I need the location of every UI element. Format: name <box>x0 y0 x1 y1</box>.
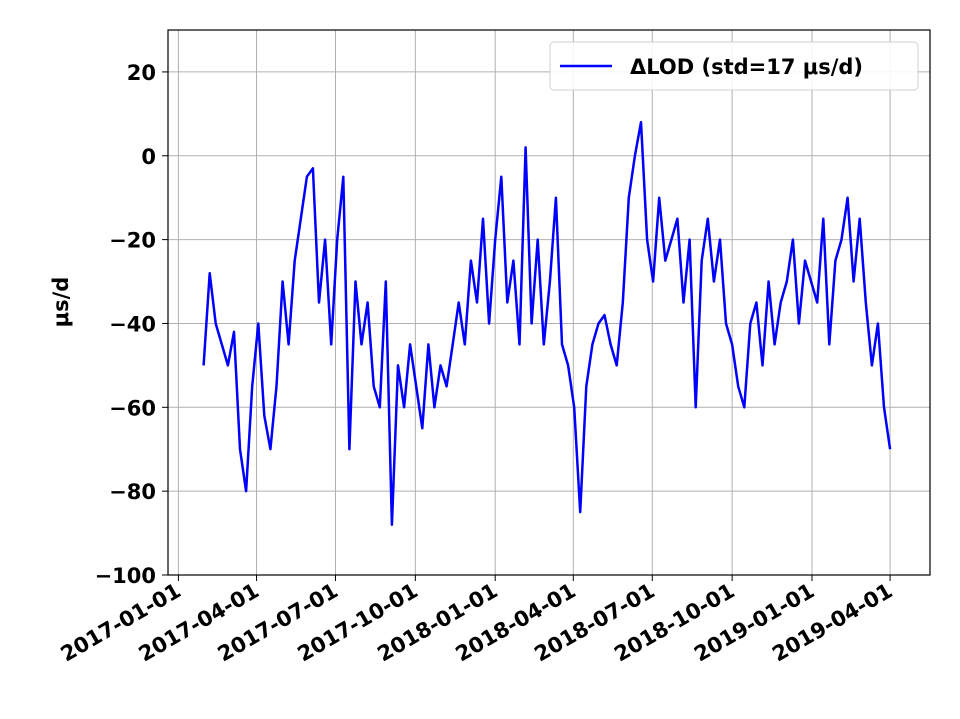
y-tick-label: 0 <box>141 145 156 169</box>
y-tick-label: 20 <box>127 61 156 85</box>
plot-frame <box>167 29 931 576</box>
legend-box <box>549 41 919 91</box>
legend-label: ΔLOD (std=17 μs/d) <box>630 55 863 79</box>
y-tick-label: −100 <box>95 564 156 588</box>
y-tick-label: −40 <box>109 312 156 336</box>
y-tick-label: −80 <box>109 480 156 504</box>
data-line <box>202 120 892 526</box>
y-axis-label: μs/d <box>49 277 73 328</box>
y-tick-label: −60 <box>109 396 156 420</box>
y-tick-label: −20 <box>109 229 156 253</box>
